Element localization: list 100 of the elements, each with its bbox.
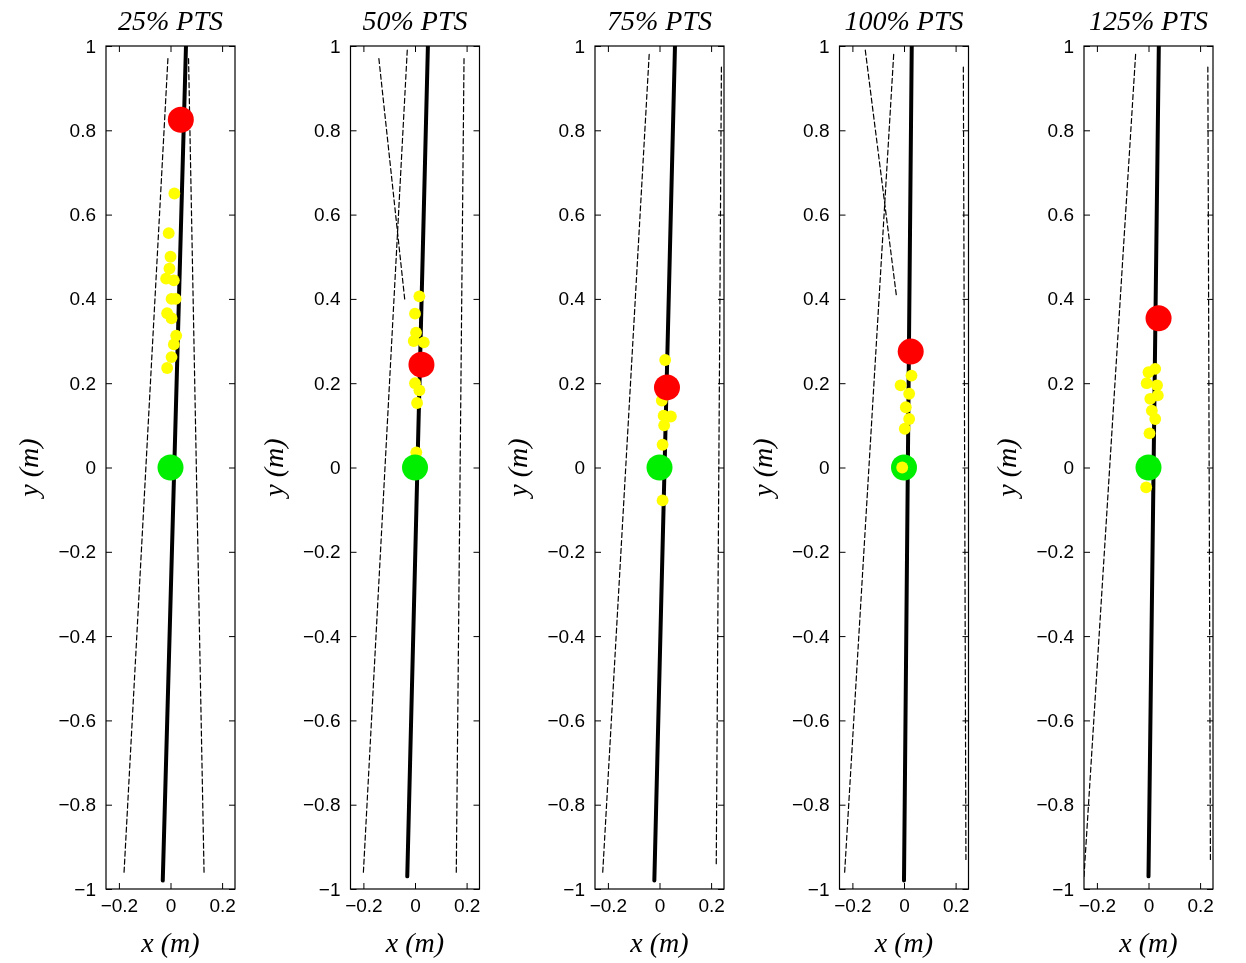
x-tick-label: 0.2 (1187, 895, 1214, 917)
chart-title: 125% PTS (1089, 5, 1208, 36)
y-tick-label: 0 (329, 457, 341, 479)
y-tick-label: 0 (1063, 457, 1074, 479)
y-tick-label: 1 (574, 35, 585, 57)
y-axis-title: y (m) (13, 438, 44, 500)
x-tick-label: −0.2 (1078, 895, 1117, 917)
point (413, 384, 426, 397)
y-tick-label: 0.6 (314, 204, 341, 226)
point (165, 312, 178, 325)
y-tick-label: 0.6 (69, 204, 96, 226)
point (407, 335, 420, 347)
point (656, 438, 669, 451)
point (411, 397, 423, 409)
y-tick-label: 0.8 (69, 119, 96, 141)
y-axis-title: y (m) (257, 438, 289, 500)
point (903, 387, 916, 400)
x-tick-label: −0.2 (100, 895, 139, 917)
y-tick-label: −0.4 (547, 625, 586, 647)
point (168, 187, 181, 200)
x-tick-label: 0.2 (942, 895, 970, 917)
point (1140, 481, 1153, 494)
y-tick-label: 0.4 (803, 288, 830, 310)
point (658, 419, 671, 432)
y-tick-label: −0.6 (1036, 709, 1074, 731)
y-tick-label: −0.2 (302, 541, 341, 563)
point (161, 362, 174, 374)
y-tick-label: −0.6 (791, 709, 830, 731)
x-axis-title: x (m) (1118, 927, 1178, 958)
point (1151, 379, 1163, 392)
y-tick-label: 0.2 (1047, 372, 1074, 394)
point (163, 262, 176, 275)
point (899, 401, 912, 414)
point (409, 307, 421, 320)
y-tick-label: 0.8 (1047, 119, 1074, 141)
chart-title: 25% PTS (118, 5, 223, 36)
y-axis-title: y (m) (746, 438, 778, 500)
y-tick-label: 0.6 (803, 204, 830, 226)
y-tick-label: −0.2 (1036, 541, 1074, 563)
x-tick-label: 0.2 (453, 895, 481, 917)
point (659, 354, 672, 366)
x-tick-label: 0 (654, 895, 666, 917)
point (894, 379, 907, 392)
y-tick-label: 1 (818, 35, 830, 57)
y-tick-label: −0.8 (1036, 794, 1074, 816)
y-tick-label: −0.8 (791, 794, 830, 816)
chart-title: 50% PTS (362, 5, 468, 36)
point (898, 422, 911, 435)
x-tick-label: 0 (165, 895, 177, 917)
x-axis-title: x (m) (629, 927, 689, 958)
y-tick-label: −0.4 (302, 625, 341, 647)
y-tick-label: 0 (85, 457, 96, 479)
y-tick-label: −1 (807, 878, 830, 900)
y-tick-label: 0.2 (803, 372, 830, 394)
y-tick-label: 0.6 (558, 204, 585, 226)
y-tick-label: 0.2 (558, 372, 585, 394)
y-tick-label: 0.8 (803, 119, 830, 141)
x-axis-title: x (m) (873, 927, 934, 958)
point (905, 369, 918, 382)
point (164, 250, 177, 263)
x-tick-label: 0.2 (698, 895, 725, 917)
y-tick-label: −1 (318, 878, 341, 900)
y-tick-label: −1 (563, 878, 585, 900)
y-tick-label: −0.8 (58, 794, 96, 816)
y-tick-label: −0.6 (302, 709, 341, 731)
point (417, 336, 430, 349)
x-tick-label: −0.2 (345, 895, 383, 917)
y-tick-label: 0.4 (1047, 288, 1075, 310)
y-tick-label: 0.8 (558, 119, 585, 141)
x-tick-label: −0.2 (834, 895, 872, 917)
y-tick-label: −0.4 (58, 625, 97, 647)
y-tick-label: 1 (85, 35, 96, 57)
y-tick-label: −0.6 (58, 709, 96, 731)
point (1143, 427, 1156, 440)
y-tick-label: −0.8 (547, 794, 585, 816)
y-tick-label: −0.2 (58, 541, 96, 563)
y-tick-label: 0.8 (314, 119, 341, 141)
y-tick-label: −0.6 (547, 709, 585, 731)
point (167, 338, 180, 351)
point (1142, 366, 1155, 379)
y-tick-label: 0.4 (314, 288, 341, 310)
point (1140, 377, 1153, 390)
x-tick-label: 0 (899, 895, 910, 917)
y-tick-label: −0.4 (791, 625, 830, 647)
y-tick-label: 0.4 (69, 288, 97, 310)
x-axis-title: x (m) (140, 927, 200, 958)
y-tick-label: 0 (574, 457, 585, 479)
point (167, 274, 180, 287)
y-tick-label: 0.2 (314, 372, 341, 394)
x-tick-label: 0 (1143, 895, 1155, 917)
y-tick-label: 1 (329, 35, 341, 57)
point (656, 494, 669, 507)
y-tick-label: 0 (818, 457, 830, 479)
y-tick-label: −0.4 (1036, 625, 1075, 647)
point (165, 351, 178, 363)
point (903, 413, 916, 425)
x-tick-label: −0.2 (589, 895, 628, 917)
y-tick-label: 0.6 (1047, 204, 1074, 226)
y-tick-label: −1 (1052, 878, 1074, 900)
x-tick-label: 0 (410, 895, 421, 917)
